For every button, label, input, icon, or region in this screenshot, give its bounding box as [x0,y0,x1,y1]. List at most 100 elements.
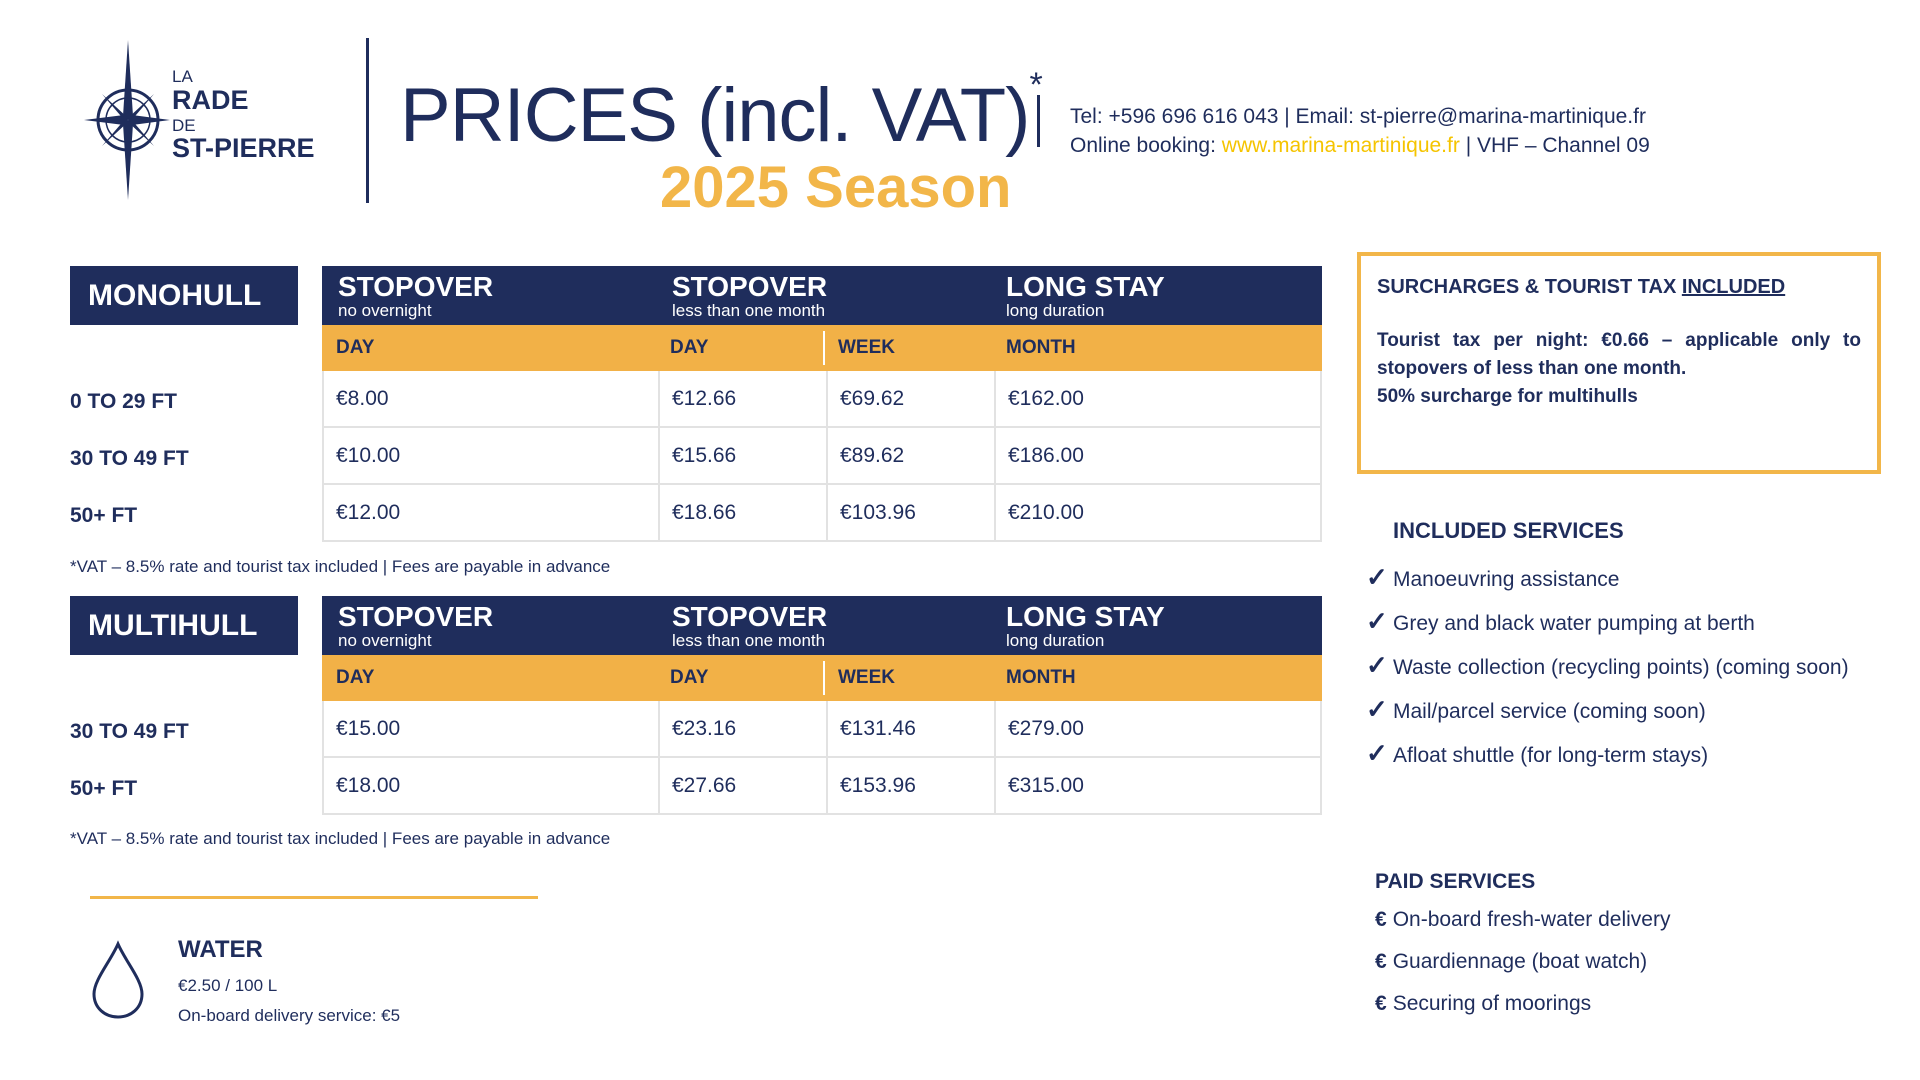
price-cell: €162.00 [994,371,1320,426]
multihull-label: MULTIHULL [70,596,298,655]
contact-info: Tel: +596 696 616 043 | Email: st-pierre… [1070,102,1650,160]
included-item-label: Grey and black water pumping at berth [1393,612,1755,635]
surcharges-body: Tourist tax per night: €0.66 – applicabl… [1377,327,1861,411]
compass-icon [84,40,170,200]
title-divider [1037,95,1040,147]
price-cell: €23.16 [658,701,826,756]
col-stopover-title: STOPOVER [338,271,494,302]
col-long-title: LONG STAY [1006,601,1165,632]
water-price: €2.50 / 100 L [178,976,278,995]
col-stopover-month: STOPOVER less than one month [672,602,827,650]
price-cell: €279.00 [994,701,1320,756]
surcharges-title-included: INCLUDED [1681,276,1786,298]
checkmark-icon: ✓ [1366,606,1388,636]
table-row: €12.00 €18.66 €103.96 €210.00 [324,485,1320,542]
water-delivery: On-board delivery service: €5 [178,1006,401,1025]
list-item: ✓ Afloat shuttle (for long-term stays) [1366,738,1708,769]
euro-icon: € [1375,992,1387,1015]
booking-suffix: | VHF – Channel 09 [1459,134,1650,157]
list-item: ✓ Mail/parcel service (coming soon) [1366,694,1706,725]
header-divider [366,38,369,203]
booking-link[interactable]: www.marina-martinique.fr [1221,134,1460,157]
table-row: €10.00 €15.66 €89.62 €186.00 [324,428,1320,485]
sub-day2: DAY [670,337,709,358]
season-subtitle: 2025 Season [660,155,1012,220]
price-cell: €131.46 [826,701,994,756]
included-item-label: Mail/parcel service (coming soon) [1393,700,1706,723]
price-cell: €8.00 [336,387,389,410]
col-stopover2-title: STOPOVER [672,601,828,632]
col-long-title: LONG STAY [1006,271,1165,302]
col-long-stay: LONG STAY long duration [1006,602,1165,650]
logo-text: LA RADE DE ST-PIERRE [172,68,315,162]
surcharges-box: SURCHARGES & TOURIST TAX INCLUDED Touris… [1357,252,1881,474]
title-asterisk: * [1029,66,1042,104]
multihull-price-grid: €15.00 €23.16 €131.46 €279.00 €18.00 €27… [322,701,1322,815]
price-cell: €12.66 [658,371,826,426]
euro-icon: € [1375,950,1387,973]
col-stopover2-title: STOPOVER [672,271,828,302]
checkmark-icon: ✓ [1366,694,1388,724]
size-label: 30 TO 49 FT [70,720,189,743]
monohull-price-grid: €8.00 €12.66 €69.62 €162.00 €10.00 €15.6… [322,371,1322,542]
checkmark-icon: ✓ [1366,738,1388,768]
col-stopover-title: STOPOVER [338,601,494,632]
checkmark-icon: ✓ [1366,562,1388,592]
price-cell: €89.62 [826,428,994,483]
page-title-text: PRICES (incl. VAT) [400,73,1030,158]
price-cell: €12.00 [336,501,401,524]
sub-day: DAY [336,667,375,688]
price-cell: €15.00 [336,717,401,740]
col-stopover-sub: no overnight [338,301,432,320]
col-stopover-sub: no overnight [338,631,432,650]
checkmark-icon: ✓ [1366,650,1388,680]
sub-day: DAY [336,337,375,358]
booking-line: Online booking: www.marina-martinique.fr… [1070,131,1650,160]
table-row: €18.00 €27.66 €153.96 €315.00 [324,758,1320,815]
multihull-surcharge-text: 50% surcharge for multihulls [1377,386,1638,407]
list-item: € Guardiennage (boat watch) [1375,950,1647,974]
col-stopover: STOPOVER no overnight [338,602,493,650]
booking-label: Online booking: [1070,134,1222,157]
list-item: ✓ Waste collection (recycling points) (co… [1366,650,1849,681]
price-cell: €27.66 [658,758,826,813]
tourist-tax-text: Tourist tax per night: €0.66 – applicabl… [1377,330,1861,379]
price-cell: €103.96 [826,485,994,540]
logo-rade: RADE [172,85,249,115]
price-cell: €15.66 [658,428,826,483]
logo-de: DE [172,116,196,135]
page-title: PRICES (incl. VAT)* [400,66,1043,159]
water-drop-icon [92,940,144,1019]
table-row: €8.00 €12.66 €69.62 €162.00 [324,371,1320,428]
size-label: 0 TO 29 FT [70,390,177,413]
water-divider [90,896,538,899]
sub-month: MONTH [1006,337,1076,358]
multihull-subheader-row: DAY DAY WEEK MONTH [322,655,1322,701]
monohull-subheader-row: DAY DAY WEEK MONTH [322,325,1322,371]
included-item-label: Waste collection (recycling points) (com… [1393,656,1849,679]
col-long-sub: long duration [1006,631,1105,650]
vat-note: *VAT – 8.5% rate and tourist tax include… [70,829,611,848]
price-cell: €10.00 [336,444,401,467]
logo: LA RADE DE ST-PIERRE [82,38,322,203]
sub-day2: DAY [670,667,709,688]
size-label: 30 TO 49 FT [70,447,189,470]
included-item-label: Manoeuvring assistance [1393,568,1620,591]
water-title: WATER [178,936,263,963]
price-cell: €210.00 [994,485,1320,540]
list-item: ✓ Manoeuvring assistance [1366,562,1619,593]
paid-item-label: Guardiennage (boat watch) [1392,950,1648,973]
list-item: ✓ Grey and black water pumping at berth [1366,606,1755,637]
list-item: € On-board fresh-water delivery [1375,908,1670,932]
paid-item-label: On-board fresh-water delivery [1392,908,1671,931]
paid-item-label: Securing of moorings [1392,992,1592,1015]
sub-month: MONTH [1006,667,1076,688]
sub-divider [823,661,825,695]
col-stopover-month: STOPOVER less than one month [672,272,827,320]
monohull-label: MONOHULL [70,266,298,325]
sub-week: WEEK [838,667,895,688]
included-services-title: INCLUDED SERVICES [1393,518,1624,543]
price-cell: €153.96 [826,758,994,813]
price-cell: €18.66 [658,485,826,540]
price-cell: €18.00 [336,774,401,797]
